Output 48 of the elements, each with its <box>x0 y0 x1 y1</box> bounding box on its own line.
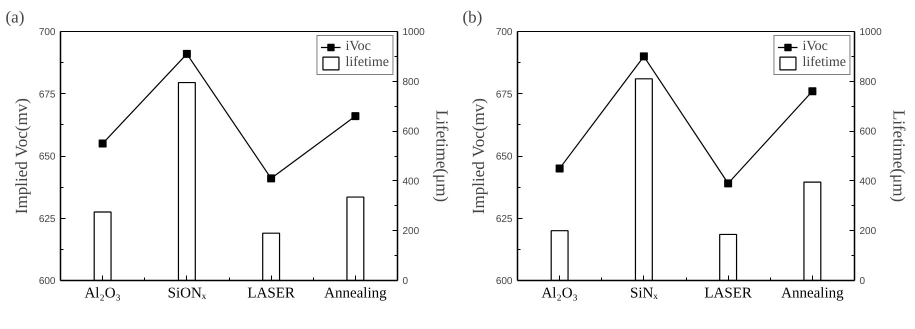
chart-title: (a) <box>6 8 24 26</box>
legend-label: lifetime <box>345 55 389 71</box>
x-tick-label: Al₂O₃ <box>541 286 578 302</box>
y2-tick-label: 600 <box>860 126 877 138</box>
y2-tick-label: 800 <box>402 76 420 88</box>
point <box>556 164 564 172</box>
y-tick-label: 600 <box>38 276 56 287</box>
legend-label: iVoc <box>345 39 371 55</box>
point <box>351 112 360 120</box>
y2-tick-label: 600 <box>402 126 420 138</box>
y-tick-label: 600 <box>496 276 513 287</box>
y-tick-label: 700 <box>38 27 56 38</box>
x-tick-label: LASER <box>247 286 295 302</box>
point <box>724 179 732 188</box>
y-tick-label: 625 <box>496 214 513 225</box>
y-tick-label: 675 <box>496 89 513 100</box>
point <box>182 50 191 58</box>
x-tick-label: SiNₓ <box>630 286 658 302</box>
point <box>267 174 276 182</box>
y-axis-title: Implied Voc(mv) <box>12 98 31 214</box>
y-axis-title: Implied Voc(mv) <box>468 98 488 214</box>
x-tick-label: Annealing <box>781 286 844 302</box>
y2-tick-label: 800 <box>860 76 877 88</box>
x-tick-label: Al₂O₃ <box>84 286 121 302</box>
y2-tick-label: 0 <box>860 276 866 287</box>
legend-label: iVoc <box>802 39 828 55</box>
y-tick-label: 625 <box>38 214 56 225</box>
y-tick-label: 700 <box>496 27 513 38</box>
x-tick-label: SiONₓ <box>168 286 207 302</box>
x-tick-label: Annealing <box>324 286 388 302</box>
chart-title: (b) <box>462 8 482 26</box>
y-tick-label: 675 <box>38 89 56 100</box>
point <box>640 52 648 60</box>
y2-tick-label: 400 <box>402 176 420 188</box>
y-tick-label: 650 <box>496 152 513 162</box>
y2-tick-label: 1000 <box>860 27 882 38</box>
y2-tick-label: 200 <box>860 226 877 238</box>
x-tick-label: LASER <box>704 286 752 302</box>
y-tick-label: 650 <box>38 152 56 162</box>
y2-axis-title: Lifetime(μm) <box>890 110 909 202</box>
y2-tick-label: 400 <box>860 176 877 188</box>
legend-label: lifetime <box>802 55 846 71</box>
y2-tick-label: 0 <box>402 276 408 287</box>
y2-axis-title: Lifetime(μm) <box>432 110 452 202</box>
point <box>808 87 816 96</box>
point <box>98 140 107 148</box>
y2-tick-label: 1000 <box>402 27 426 38</box>
y2-tick-label: 200 <box>402 226 420 238</box>
